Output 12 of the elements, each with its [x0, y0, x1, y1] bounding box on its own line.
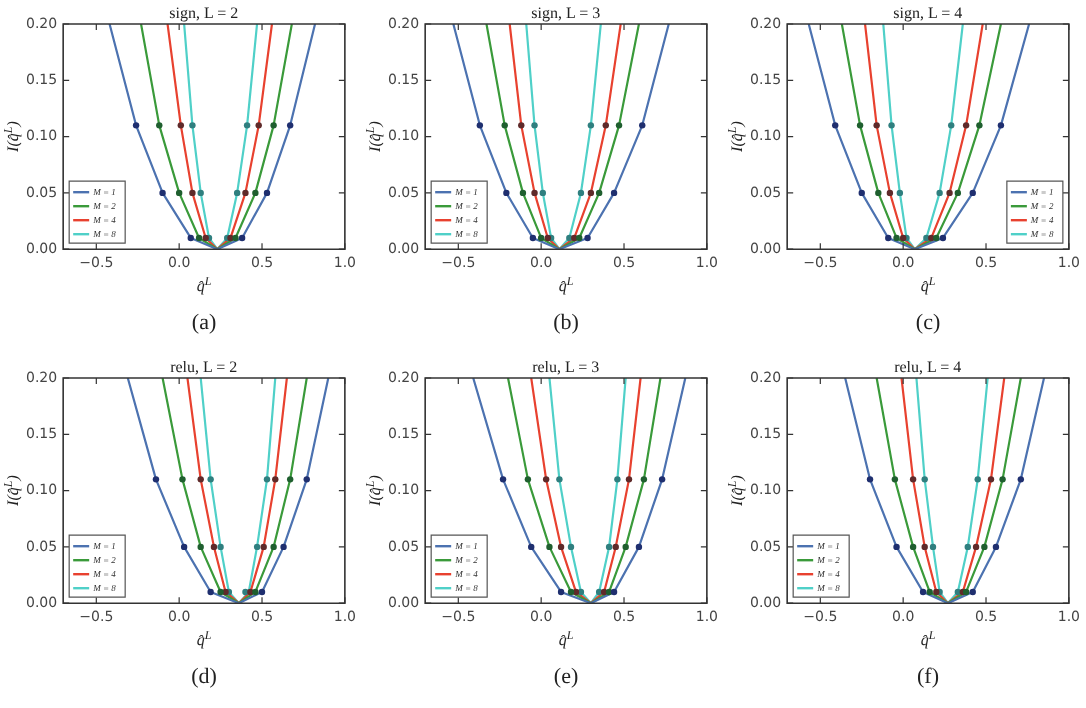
text: (d) [191, 664, 218, 689]
text: (b) [553, 310, 580, 335]
text: (c) [915, 310, 941, 335]
text: (f) [917, 664, 940, 689]
chart-title: sign, L = 2 [169, 4, 239, 23]
chart-title: relu, L = 3 [532, 358, 600, 377]
text: (a) [191, 310, 217, 335]
chart-title: relu, L = 2 [170, 358, 238, 377]
text: (e) [553, 664, 579, 689]
chart-title: sign, L = 3 [531, 4, 601, 23]
chart-title: sign, L = 4 [893, 4, 963, 23]
chart-title: relu, L = 4 [894, 358, 962, 377]
